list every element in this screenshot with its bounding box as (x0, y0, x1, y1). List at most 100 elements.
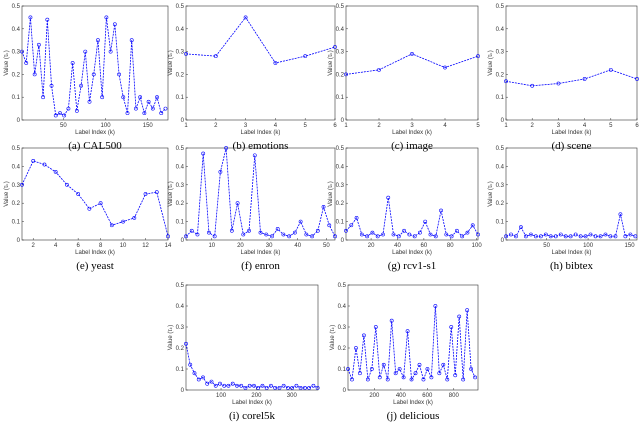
data-point (543, 232, 548, 237)
x-tick-label: 6 (76, 243, 80, 249)
data-point (184, 341, 188, 346)
x-tick-label: 600 (422, 393, 433, 399)
y-tick-label: 0.5 (496, 146, 505, 152)
caption: (f) enron (241, 260, 280, 272)
data-point (311, 383, 316, 388)
y-tick-label: 0.3 (176, 183, 185, 189)
y-tick-label: 0.2 (12, 201, 21, 207)
y-axis-label: Value (τₖ) (488, 50, 494, 76)
data-point (83, 49, 88, 54)
data-point (117, 72, 121, 77)
y-tick-label: 0.1 (336, 220, 345, 226)
x-tick-label: 300 (287, 393, 298, 399)
x-tick-label: 12 (142, 243, 149, 249)
data-point (146, 99, 151, 104)
data-point (421, 377, 426, 382)
x-tick-label: 60 (421, 243, 428, 249)
data-point (109, 223, 114, 228)
y-tick-label: 0.1 (496, 95, 505, 101)
y-tick-label: 0.4 (336, 27, 345, 33)
data-point (344, 72, 348, 77)
data-point (45, 17, 50, 22)
data-point (407, 232, 412, 237)
data-point (218, 381, 222, 386)
y-tick-label: 0 (341, 118, 345, 124)
y-tick-label: 0.1 (336, 95, 345, 101)
data-point (385, 377, 390, 382)
data-point (628, 232, 633, 237)
y-tick-label: 0.4 (496, 164, 505, 170)
caption: (h) bibtex (550, 260, 594, 272)
data-point (53, 170, 58, 174)
axes-box (185, 284, 319, 391)
axes-box (505, 147, 638, 241)
data-point (229, 228, 234, 233)
y-tick-label: 0.2 (176, 201, 185, 207)
data-point (98, 201, 103, 206)
x-tick-label: 5 (609, 123, 613, 129)
y-axis-label: Value (τₖ) (328, 50, 334, 76)
y-tick-label: 0.2 (176, 346, 185, 352)
data-point (386, 195, 391, 200)
x-tick-label: 150 (143, 123, 154, 129)
x-tick-label: 5 (304, 123, 308, 129)
data-point (247, 228, 251, 233)
data-point (58, 111, 62, 116)
y-tick-label: 0.3 (12, 50, 21, 56)
x-axis-label: Label Index (k) (75, 250, 115, 256)
data-point (445, 377, 450, 382)
data-point (189, 228, 194, 233)
data-point (235, 201, 240, 206)
x-tick-label: 150 (625, 243, 636, 249)
y-tick-label: 0.1 (338, 367, 347, 373)
data-point (538, 234, 543, 239)
data-point (350, 377, 354, 382)
axes-box (345, 147, 479, 241)
y-axis-label: Value (τₖ) (168, 325, 174, 351)
data-point (79, 83, 83, 88)
y-tick-label: 0.2 (176, 72, 185, 78)
data-point (230, 381, 235, 386)
x-tick-label: 100 (583, 243, 594, 249)
data-point (205, 381, 210, 386)
data-point (401, 375, 406, 380)
y-axis-label: Value (τₖ) (488, 181, 494, 207)
data-point (377, 375, 382, 380)
axes-box (345, 5, 479, 121)
data-point (252, 383, 256, 388)
data-point (269, 383, 273, 388)
y-tick-label: 0.4 (336, 164, 345, 170)
data-point (410, 51, 414, 56)
data-point (465, 230, 470, 235)
data-point (449, 325, 454, 329)
data-point (36, 42, 41, 47)
x-tick-label: 100 (101, 123, 112, 129)
x-tick-label: 2 (377, 123, 381, 129)
x-tick-label: 6 (635, 123, 639, 129)
y-tick-label: 0.3 (176, 325, 185, 331)
data-point (134, 106, 138, 111)
data-point (582, 77, 587, 81)
y-axis-label: Value (τₖ) (330, 325, 336, 351)
data-point (159, 111, 164, 116)
y-axis-label: Value (τₖ) (168, 50, 174, 76)
data-point (433, 304, 438, 308)
data-point (132, 216, 137, 220)
data-point (528, 232, 533, 237)
data-point (252, 153, 257, 158)
y-tick-label: 0.4 (176, 164, 185, 170)
x-tick-label: 20 (368, 243, 375, 249)
data-point (405, 329, 410, 334)
data-point (553, 234, 558, 239)
axes-box (505, 5, 638, 121)
y-tick-label: 0.5 (338, 283, 347, 289)
x-tick-label: 50 (60, 123, 67, 129)
data-point (327, 223, 332, 228)
y-tick-label: 0.4 (496, 27, 505, 33)
data-point (303, 54, 308, 59)
axes-box (21, 147, 169, 241)
y-tick-label: 0.2 (496, 201, 505, 207)
y-tick-label: 0.2 (496, 72, 505, 78)
y-tick-label: 0.3 (338, 325, 347, 331)
x-tick-label: 6 (333, 123, 337, 129)
